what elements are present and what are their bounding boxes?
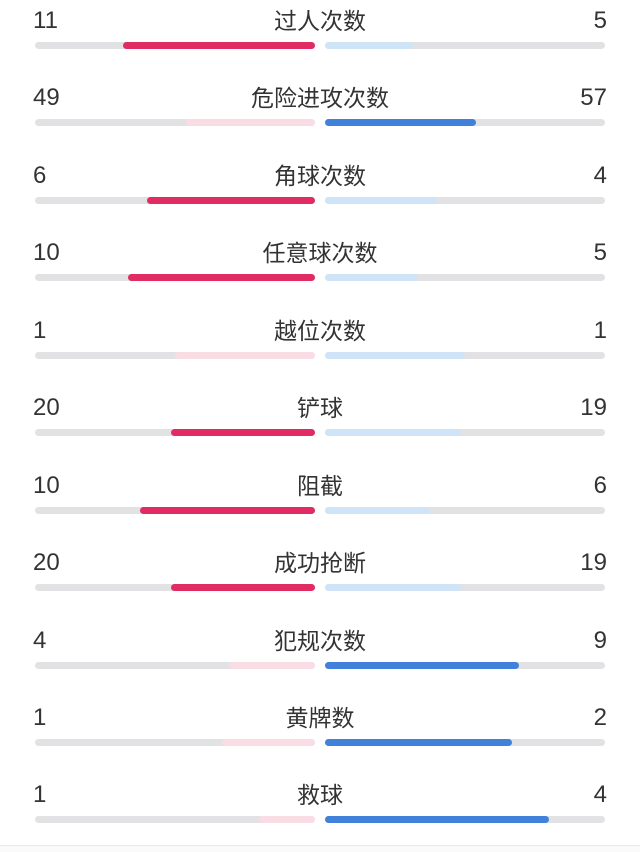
home-bar-fill bbox=[147, 196, 315, 204]
away-bar-fill bbox=[325, 119, 476, 127]
away-bar-fill bbox=[325, 661, 519, 669]
home-bar-fill bbox=[185, 119, 315, 127]
home-value: 1 bbox=[33, 703, 47, 731]
stat-row: 49 危险进攻次数 57 bbox=[0, 77, 640, 154]
stat-label: 越位次数 bbox=[274, 317, 366, 344]
away-value: 57 bbox=[580, 84, 607, 112]
home-value: 1 bbox=[33, 316, 47, 344]
home-bar-fill bbox=[171, 429, 315, 437]
away-bar-fill bbox=[325, 816, 549, 824]
home-value: 11 bbox=[33, 7, 58, 34]
stat-label: 过人次数 bbox=[274, 8, 366, 34]
home-value: 20 bbox=[33, 549, 60, 577]
stat-label: 犯规次数 bbox=[274, 627, 366, 654]
home-bar-fill bbox=[140, 506, 315, 514]
home-value: 49 bbox=[33, 84, 60, 112]
stat-label: 成功抢断 bbox=[274, 550, 366, 577]
away-bar-track bbox=[325, 42, 605, 49]
stat-label: 阻截 bbox=[297, 472, 343, 499]
home-bar-track bbox=[35, 506, 315, 514]
home-bar-fill bbox=[228, 661, 315, 669]
home-bar-track bbox=[35, 661, 315, 669]
home-bar-track bbox=[35, 584, 315, 592]
away-bar-fill bbox=[325, 42, 413, 49]
stat-row: 11 过人次数 5 bbox=[0, 0, 640, 77]
home-value: 10 bbox=[33, 239, 60, 267]
home-bar-track bbox=[35, 429, 315, 437]
home-value: 6 bbox=[33, 161, 47, 189]
stat-label: 铲球 bbox=[297, 395, 343, 422]
home-bar-track bbox=[35, 196, 315, 204]
stat-row: 20 成功抢断 19 bbox=[0, 542, 640, 619]
away-bar-track bbox=[325, 429, 605, 437]
stat-label: 任意球次数 bbox=[262, 240, 378, 267]
home-bar-track bbox=[35, 274, 315, 282]
away-value: 5 bbox=[593, 239, 607, 267]
home-bar-fill bbox=[221, 738, 315, 746]
away-value: 9 bbox=[593, 626, 607, 654]
home-value: 1 bbox=[33, 781, 47, 809]
away-bar-fill bbox=[325, 506, 430, 514]
stat-row: 4 犯规次数 9 bbox=[0, 620, 640, 697]
away-bar-track bbox=[325, 661, 605, 669]
stat-label: 黄牌数 bbox=[285, 704, 355, 731]
away-bar-fill bbox=[325, 429, 462, 437]
stat-row: 1 救球 4 bbox=[0, 774, 640, 851]
home-bar-track bbox=[35, 119, 315, 127]
home-bar-track bbox=[35, 816, 315, 824]
away-bar-fill bbox=[325, 196, 437, 204]
away-bar-track bbox=[325, 506, 605, 514]
away-bar-track bbox=[325, 274, 605, 282]
away-bar-fill bbox=[325, 274, 419, 282]
home-bar-track bbox=[35, 351, 315, 359]
away-value: 5 bbox=[593, 7, 607, 34]
away-value: 4 bbox=[593, 161, 607, 189]
home-bar-fill bbox=[175, 351, 315, 359]
away-value: 4 bbox=[593, 781, 607, 809]
away-bar-fill bbox=[325, 738, 512, 746]
away-value: 19 bbox=[580, 394, 607, 422]
stat-label: 危险进攻次数 bbox=[251, 85, 389, 112]
away-value: 6 bbox=[593, 471, 607, 499]
stat-label: 角球次数 bbox=[274, 162, 366, 189]
away-bar-track bbox=[325, 738, 605, 746]
stat-row: 10 阻截 6 bbox=[0, 465, 640, 542]
home-value: 10 bbox=[33, 471, 60, 499]
away-bar-track bbox=[325, 816, 605, 824]
stat-row: 1 黄牌数 2 bbox=[0, 697, 640, 774]
away-bar-track bbox=[325, 351, 605, 359]
home-bar-fill bbox=[259, 816, 315, 824]
home-bar-fill bbox=[128, 274, 315, 282]
away-value: 1 bbox=[593, 316, 607, 344]
away-bar-fill bbox=[325, 584, 462, 592]
away-bar-track bbox=[325, 584, 605, 592]
away-value: 19 bbox=[580, 549, 607, 577]
stat-row: 10 任意球次数 5 bbox=[0, 232, 640, 309]
away-bar-fill bbox=[325, 351, 465, 359]
home-bar-fill bbox=[171, 584, 315, 592]
stat-row: 20 铲球 19 bbox=[0, 387, 640, 464]
away-bar-track bbox=[325, 119, 605, 127]
home-bar-track bbox=[35, 738, 315, 746]
stat-row: 1 越位次数 1 bbox=[0, 310, 640, 387]
stat-row: 6 角球次数 4 bbox=[0, 155, 640, 232]
home-bar-track bbox=[35, 42, 315, 49]
bottom-divider bbox=[0, 845, 640, 852]
away-value: 2 bbox=[593, 703, 607, 731]
stat-label: 救球 bbox=[297, 782, 343, 809]
away-bar-track bbox=[325, 196, 605, 204]
home-value: 20 bbox=[33, 394, 60, 422]
home-bar-fill bbox=[122, 42, 315, 49]
home-value: 4 bbox=[33, 626, 47, 654]
